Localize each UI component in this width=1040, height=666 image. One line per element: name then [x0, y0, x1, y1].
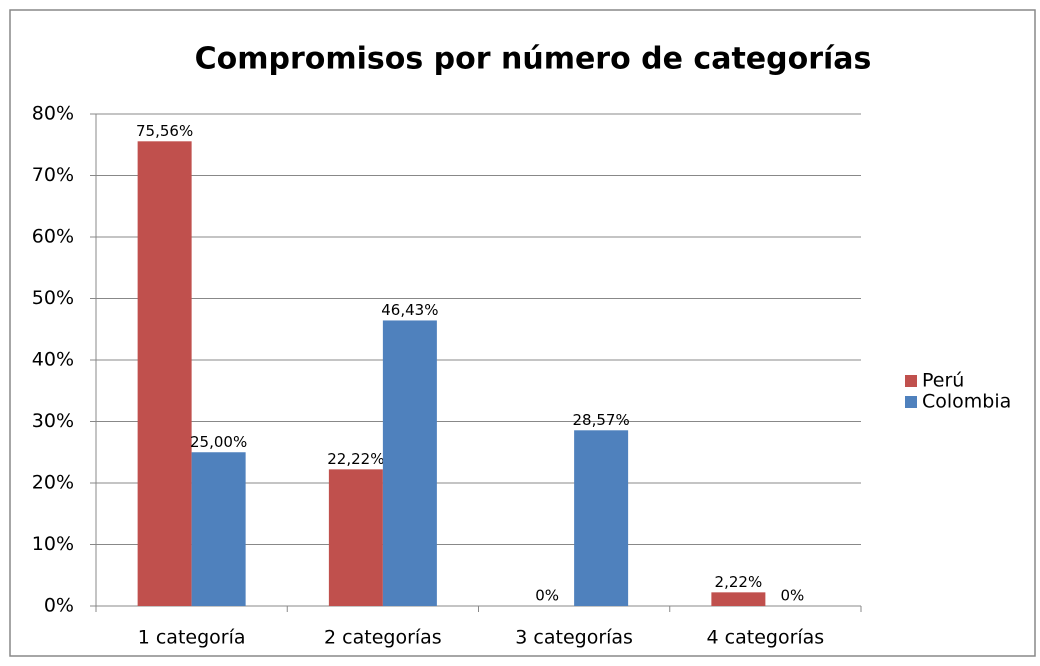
legend-swatch — [905, 396, 917, 408]
bar — [382, 320, 437, 606]
y-tick-label: 0% — [44, 595, 74, 617]
x-tick-label: 1 categoría — [138, 627, 246, 649]
value-label: 75,56% — [136, 122, 193, 140]
legend-label: Perú — [922, 370, 964, 392]
y-tick-label: 10% — [32, 533, 74, 555]
chart-title: Compromisos por número de categorías — [195, 42, 872, 77]
y-tick-label: 60% — [32, 226, 74, 248]
y-tick-label: 70% — [32, 164, 74, 186]
legend-label: Colombia — [922, 391, 1011, 413]
y-tick-label: 50% — [32, 287, 74, 309]
value-label: 2,22% — [715, 573, 763, 591]
x-tick-label: 4 categorías — [707, 627, 825, 649]
value-label: 22,22% — [327, 450, 384, 468]
bar — [137, 141, 192, 606]
value-label: 0% — [535, 587, 559, 605]
x-tick-label: 3 categorías — [515, 627, 633, 649]
bar — [574, 430, 629, 606]
y-tick-label: 80% — [32, 103, 74, 125]
value-label: 25,00% — [190, 433, 247, 451]
value-label: 46,43% — [381, 301, 438, 319]
bar — [711, 592, 766, 606]
y-tick-label: 20% — [32, 472, 74, 494]
value-label: 0% — [780, 587, 804, 605]
bar — [191, 452, 246, 606]
x-tick-label: 2 categorías — [324, 627, 442, 649]
y-tick-label: 30% — [32, 410, 74, 432]
legend-swatch — [905, 375, 917, 387]
y-tick-label: 40% — [32, 349, 74, 371]
value-label: 28,57% — [573, 411, 630, 429]
bar — [328, 469, 383, 606]
